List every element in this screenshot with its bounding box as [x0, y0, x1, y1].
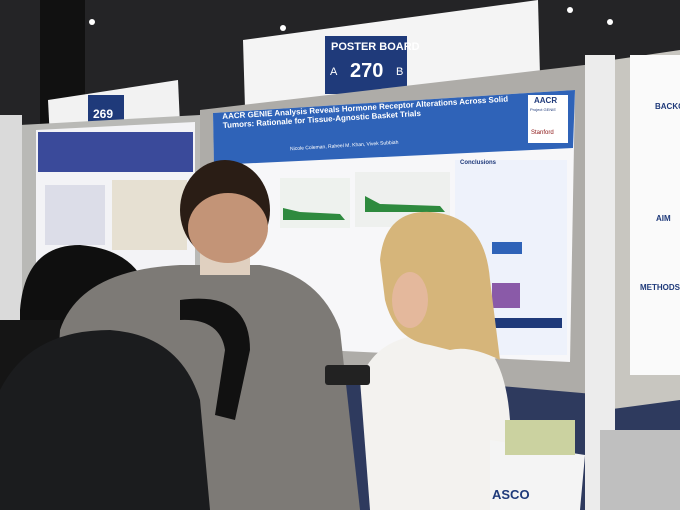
woman-face — [392, 272, 428, 328]
phone — [325, 365, 370, 385]
board-letter: A — [330, 66, 338, 78]
flow-box — [492, 242, 522, 254]
figure-bars — [365, 196, 445, 212]
board-label: POSTER BOARD — [331, 41, 420, 53]
light — [89, 19, 95, 25]
backpack — [0, 330, 210, 510]
board-number: 269 — [93, 107, 114, 121]
chart-figure — [280, 178, 350, 228]
section-heading: METHODS — [640, 283, 680, 292]
man-neck — [188, 193, 268, 263]
poster-left-header — [38, 132, 193, 172]
light — [567, 7, 573, 13]
tote — [505, 420, 575, 455]
logo: AACR — [534, 96, 558, 105]
logo-panel — [528, 95, 568, 143]
sign-270-box — [325, 36, 407, 94]
poster-left-figure — [112, 180, 187, 250]
poster-main-header — [213, 90, 575, 165]
logo: Project GENIE — [530, 107, 557, 112]
bag-logo: ASCO — [492, 487, 530, 502]
logo: Stanford — [531, 130, 554, 136]
poster-left-figure — [45, 185, 105, 245]
chair — [600, 430, 680, 510]
section-heading: BACKG — [655, 102, 680, 111]
bag — [490, 440, 585, 510]
flow-box — [492, 283, 520, 308]
poster-right — [630, 55, 680, 375]
backpack-strap — [180, 298, 250, 420]
light — [607, 19, 613, 25]
section-heading: Conclusions — [460, 160, 497, 166]
woman-jacket — [360, 335, 510, 510]
figure-bars — [283, 208, 345, 220]
board-letter: B — [396, 66, 404, 78]
flow-box — [480, 318, 562, 328]
light — [280, 25, 286, 31]
section-heading: AIM — [656, 214, 671, 223]
board-number: 270 — [350, 60, 384, 82]
